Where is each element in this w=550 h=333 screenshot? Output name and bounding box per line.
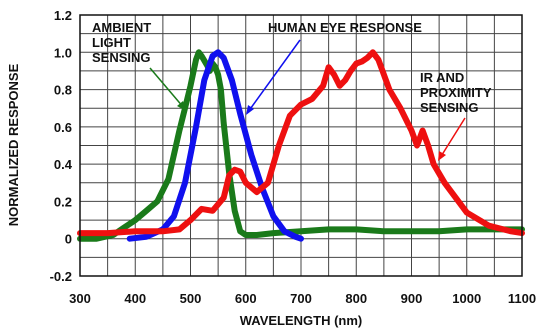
x-axis-title: WAVELENGTH (nm) [240,313,363,328]
y-tick-labels: -0.2 0 0.2 0.4 0.6 0.8 1.0 1.2 [50,8,73,284]
annotation-ir-arrowhead [438,151,446,161]
annotation-ambient-line-3: SENSING [92,50,151,65]
series-line-0 [77,49,525,242]
annotation-human-eye-line-1: HUMAN EYE RESPONSE [268,20,422,35]
grid [79,14,523,277]
annotation-ir-line-1: IR AND [420,70,464,85]
annotation-ir-line-3: SENSING [420,100,479,115]
y-tick-label: 0.2 [54,194,72,209]
annotation-ambient: AMBIENT LIGHT SENSING [92,20,186,111]
annotation-human-eye-arrowhead [246,105,254,115]
y-tick-label: 1.0 [54,45,72,60]
series-line-1 [126,49,304,242]
y-axis-title: NORMALIZED RESPONSE [6,63,21,226]
x-tick-label: 400 [124,291,146,306]
x-tick-label: 700 [290,291,312,306]
y-tick-label: 0.4 [54,157,73,172]
series-line-2 [77,49,525,237]
x-tick-label: 500 [180,291,202,306]
x-tick-label: 800 [345,291,367,306]
annotation-human-eye: HUMAN EYE RESPONSE [246,20,422,115]
annotation-ambient-line-2: LIGHT [92,35,131,50]
x-tick-label: 1100 [508,291,536,306]
x-tick-labels: 300 400 500 600 700 800 900 1000 1100 [69,291,536,306]
y-tick-label: -0.2 [50,269,72,284]
y-tick-label: 0.6 [54,120,72,135]
series-layer [77,49,525,242]
y-tick-label: 0 [65,232,72,247]
x-tick-label: 600 [235,291,257,306]
x-tick-label: 900 [401,291,423,306]
annotation-ir-arrow [439,117,466,159]
x-tick-label: 1000 [452,291,481,306]
annotation-ir: IR AND PROXIMITY SENSING [420,70,492,161]
plot-border [79,14,523,277]
annotation-ambient-arrow [149,67,185,109]
annotation-human-eye-arrow [247,39,301,113]
y-tick-label: 0.8 [54,83,72,98]
x-tick-label: 300 [69,291,91,306]
plot-frame [79,14,523,277]
y-tick-label: 1.2 [54,8,72,23]
annotation-ir-line-2: PROXIMITY [420,85,492,100]
annotation-ambient-arrowhead [177,101,186,111]
annotation-ambient-line-1: AMBIENT [92,20,151,35]
